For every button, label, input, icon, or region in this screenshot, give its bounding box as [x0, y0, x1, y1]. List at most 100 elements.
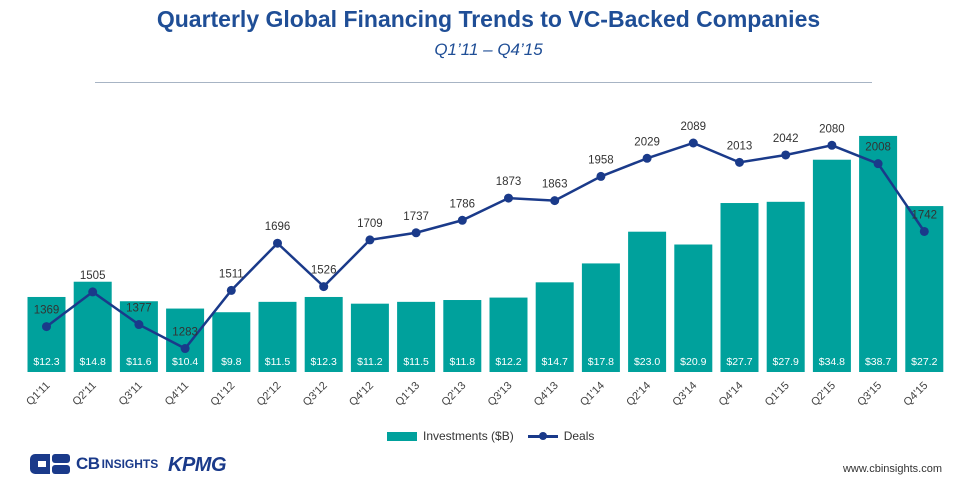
legend-swatch-bar [387, 431, 417, 441]
investment-bar-label: $12.2 [495, 356, 521, 368]
chart-title: Quarterly Global Financing Trends to VC-… [156, 6, 821, 32]
investment-bar [258, 301, 297, 372]
chart-legend: Investments ($B) Deals [387, 429, 608, 443]
investment-bar-label: $9.8 [221, 356, 242, 368]
x-axis-tick-label: Q1'14 [578, 380, 607, 409]
investment-bar-label: $12.3 [33, 356, 59, 368]
deals-point [642, 153, 652, 163]
x-axis-tick-labels: Q1'11 Q2'11 Q3'11 Q4'11 Q1'12 Q2'12 Q3'12 Q4'12… [24, 380, 930, 409]
kpmg-logo: KPMG [168, 454, 227, 476]
cb-logo-text-rest: INSIGHTS [101, 457, 159, 471]
x-axis-tick-label: Q4'12 [347, 380, 376, 409]
legend-item-deals: Deals [527, 429, 595, 443]
investment-bar-label: $14.8 [80, 356, 106, 368]
deals-value-label: 1511 [219, 268, 244, 280]
deals-point [42, 322, 51, 332]
deals-point [827, 140, 837, 150]
x-axis-tick-label: Q2'14 [624, 380, 653, 409]
deals-point [319, 282, 329, 292]
investment-bar [720, 203, 759, 372]
investment-bar-label: $10.4 [172, 356, 198, 368]
investment-bar-label: $27.7 [726, 356, 752, 368]
deals-point [88, 287, 98, 297]
deals-point [550, 196, 560, 206]
investment-bars [27, 135, 944, 372]
deals-point [411, 228, 421, 238]
x-axis-tick-label: Q1'11 [24, 380, 52, 408]
deals-point [781, 150, 791, 160]
x-axis-tick-label: Q2'15 [809, 380, 838, 409]
x-axis-tick-label: Q4'15 [901, 380, 930, 409]
x-axis-tick-label: Q2'13 [439, 380, 468, 409]
deals-value-label: 2013 [727, 140, 753, 152]
investment-bar-label: $23.0 [634, 356, 660, 368]
x-axis-tick-label: Q3'11 [117, 380, 145, 408]
x-axis-tick-label: Q3'15 [855, 380, 884, 409]
deals-point [504, 193, 513, 203]
investment-bar [350, 303, 389, 372]
investment-bar [212, 312, 251, 372]
x-axis-tick-label: Q4'14 [717, 380, 746, 409]
investment-bar-label: $11.5 [403, 356, 429, 368]
legend-item-investments: Investments ($B) [387, 429, 514, 443]
cb-insights-logo: CB INSIGHTS [30, 452, 158, 476]
deals-point [365, 235, 375, 245]
x-axis-tick-label: Q3'12 [301, 380, 330, 409]
deals-value-label: 1526 [311, 265, 337, 277]
deals-value-label: 1742 [912, 209, 938, 221]
legend-label-investments: Investments ($B) [423, 429, 514, 443]
deals-point [688, 138, 698, 148]
cb-logo-text: CB [76, 454, 100, 473]
investment-bar [766, 201, 805, 372]
deals-value-label: 1863 [542, 179, 568, 191]
deals-value-label: 2042 [773, 133, 799, 145]
investment-bar [535, 282, 574, 372]
deals-point [134, 320, 144, 330]
deals-series-line [45, 141, 926, 351]
investment-bar-label: $27.2 [911, 356, 937, 368]
investment-bar [27, 296, 66, 372]
deals-points [42, 138, 929, 354]
deals-value-label: 1958 [588, 154, 614, 166]
investment-bar-labels: $12.3 $14.8 $11.6 $10.4 $9.8 $11.5 $12.3 $11.2 $… [33, 356, 937, 368]
deals-value-label: 1709 [357, 218, 383, 230]
investment-bar [628, 231, 667, 372]
deals-value-label: 2089 [681, 121, 707, 133]
investment-bar-label: $11.2 [357, 356, 383, 368]
investment-bar-label: $12.3 [311, 356, 337, 368]
x-axis-tick-label: Q3'13 [486, 380, 515, 409]
investment-bar [581, 263, 620, 372]
investment-bar [397, 301, 436, 372]
investment-bar [119, 301, 158, 372]
investment-bar [304, 296, 343, 372]
legend-label-deals: Deals [563, 429, 595, 443]
deals-value-label: 2029 [634, 136, 660, 148]
investment-bar [859, 135, 898, 372]
deals-point [596, 171, 606, 181]
investment-bar-label: $11.8 [450, 356, 476, 368]
source-url: www.cbinsights.com [842, 463, 942, 475]
x-axis-tick-label: Q4'11 [163, 380, 191, 408]
x-axis-tick-label: Q2'11 [70, 380, 98, 408]
deals-value-label: 2080 [819, 123, 845, 135]
investment-bar [443, 300, 482, 372]
legend-swatch-line [527, 431, 558, 441]
investment-bar-label: $17.8 [588, 356, 614, 368]
deals-value-label: 1369 [34, 305, 60, 317]
deals-point [180, 344, 190, 354]
cb-logo-icon [30, 452, 72, 476]
investment-bar-label: $38.7 [865, 356, 891, 368]
investment-bar-label: $11.5 [265, 356, 291, 368]
investment-bar-label: $20.9 [680, 356, 706, 368]
deals-value-label: 1283 [172, 327, 198, 339]
deals-point [226, 285, 236, 295]
deals-value-label: 1377 [126, 303, 152, 315]
investment-bar [489, 297, 528, 372]
investment-bar-label: $11.6 [126, 356, 152, 368]
chart-area: $12.3 $14.8 $11.6 $10.4 $9.8 $11.5 $12.3 $11.2 $… [24, 121, 944, 409]
x-axis-tick-label: Q3'14 [670, 380, 699, 409]
deals-value-labels: 1369 1505 1377 1283 1511 1696 1526 1709 1737 1786… [34, 121, 937, 339]
title-divider [95, 82, 872, 83]
deals-value-label: 1737 [403, 211, 429, 223]
x-axis-tick-label: Q1'12 [208, 380, 237, 409]
